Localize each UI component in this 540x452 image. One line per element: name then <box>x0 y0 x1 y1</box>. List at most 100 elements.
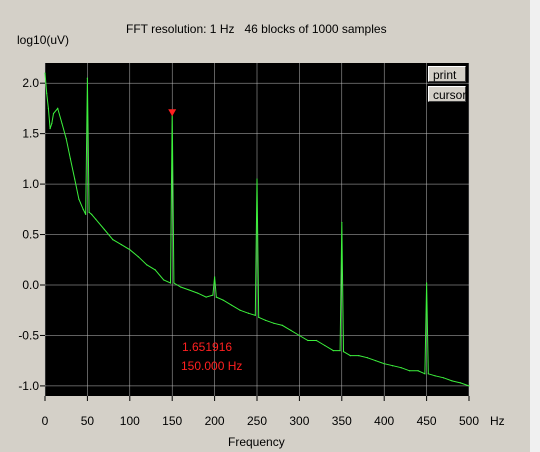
spectrum-point <box>468 385 470 387</box>
cursor-button[interactable]: cursor <box>428 86 466 102</box>
spectrum-point <box>146 264 148 266</box>
spectrum-point <box>366 357 368 359</box>
spectrum-point <box>197 292 199 294</box>
spectrum-point <box>74 178 76 180</box>
spectrum-point <box>120 244 122 246</box>
spectrum-point <box>247 312 250 314</box>
spectrum-point <box>214 276 216 278</box>
spectrum-point <box>315 339 317 342</box>
x-tick-label: 0 <box>42 414 49 428</box>
y-axis-label: log10(uV) <box>17 33 70 47</box>
spectrum-point <box>298 334 300 337</box>
spectrum-point <box>307 339 309 342</box>
y-tick-label: -1.0 <box>18 379 39 393</box>
spectrum-point <box>163 279 165 281</box>
axis-ticks: 0 50 100 150 200 250 300 350 400 450 500 2.0 1.5 1.0 0… <box>18 76 479 428</box>
spectrum-point <box>173 282 175 284</box>
cursor-marker[interactable] <box>168 109 177 117</box>
spectrum-point <box>212 294 214 296</box>
spectrum-point <box>78 198 80 200</box>
spectrum-point <box>137 256 139 258</box>
spectrum-point <box>264 319 267 321</box>
spectrum-point <box>188 289 190 291</box>
spectrum-point <box>290 329 292 332</box>
spectrum-point <box>85 213 87 215</box>
spectrum-point <box>44 72 46 74</box>
spectrum-point <box>417 370 419 372</box>
spectrum-point <box>180 286 182 288</box>
spectrum-point <box>47 107 49 110</box>
spectrum-trace <box>44 73 470 387</box>
spectrum-point <box>65 138 67 140</box>
spectrum-point <box>434 375 436 377</box>
spectrum-point <box>86 77 88 79</box>
spectrum-point <box>358 355 360 357</box>
spectrum-point <box>427 373 429 375</box>
spectrum-point <box>273 322 275 324</box>
spectrum-point <box>222 299 224 301</box>
spectrum-point <box>375 360 377 362</box>
spectrum-point <box>341 221 343 224</box>
spectrum-point <box>239 309 241 311</box>
x-tick-label: 350 <box>332 414 352 428</box>
spectrum-point <box>95 218 97 221</box>
spectrum-point <box>169 282 172 284</box>
spectrum-point <box>258 316 260 318</box>
spectrum-point <box>205 296 207 298</box>
spectrum-point <box>57 107 59 110</box>
spectrum-point <box>256 178 258 180</box>
spectrum-point <box>52 112 55 115</box>
spectrum-point <box>424 373 426 375</box>
spectrum-point <box>230 304 233 306</box>
window-edge <box>530 0 540 452</box>
x-tick-label: 50 <box>81 414 95 428</box>
spectrum-point <box>409 370 411 372</box>
spectrum-point <box>49 127 51 130</box>
spectrum-point <box>154 269 156 271</box>
spectrum-point <box>332 349 334 352</box>
spectrum-point <box>112 238 114 241</box>
spectrum-point <box>88 211 90 213</box>
x-tick-label: 200 <box>205 414 225 428</box>
x-tick-label: 100 <box>120 414 140 428</box>
spectrum-point <box>342 351 345 353</box>
spectrum-point <box>69 158 72 160</box>
x-axis-unit: Hz <box>490 414 505 428</box>
x-tick-label: 500 <box>459 414 479 428</box>
spectrum-point <box>392 365 394 367</box>
x-tick-label: 400 <box>374 414 394 428</box>
x-tick-label: 250 <box>247 414 267 428</box>
x-tick-label: 450 <box>417 414 437 428</box>
y-tick-label: 0.0 <box>22 278 39 292</box>
spectrum-point <box>349 355 351 357</box>
chart-title: FFT resolution: 1 Hz 46 blocks of 1000 s… <box>126 22 387 36</box>
spectrum-point <box>324 344 326 347</box>
x-axis-label: Frequency <box>228 435 285 449</box>
y-tick-label: 1.5 <box>22 127 39 141</box>
y-tick-label: 1.0 <box>22 177 39 191</box>
spectrum-point <box>281 324 284 326</box>
spectrum-point <box>82 208 84 210</box>
spectrum-point <box>442 377 445 379</box>
spectrum-point <box>451 380 453 382</box>
spectrum-point <box>426 282 428 284</box>
spectrum-point <box>46 92 48 94</box>
spectrum-point <box>400 367 402 369</box>
spectrum-point <box>51 122 53 125</box>
spectrum-point <box>459 382 462 384</box>
x-tick-label: 150 <box>162 414 182 428</box>
y-tick-label: 0.5 <box>22 228 39 242</box>
x-tick-label: 300 <box>289 414 309 428</box>
grid <box>44 63 470 396</box>
spectrum-point <box>91 213 93 215</box>
cursor-value-readout: 1.651916 <box>182 340 233 354</box>
spectrum-point <box>61 122 63 125</box>
spectrum-point <box>254 314 256 316</box>
y-tick-label: -0.5 <box>18 328 39 342</box>
spectrum-point <box>103 228 105 231</box>
spectrum-point <box>383 363 385 365</box>
spectrum-point <box>129 249 131 251</box>
spectrum-points <box>44 72 470 387</box>
print-button[interactable]: print <box>428 66 466 82</box>
